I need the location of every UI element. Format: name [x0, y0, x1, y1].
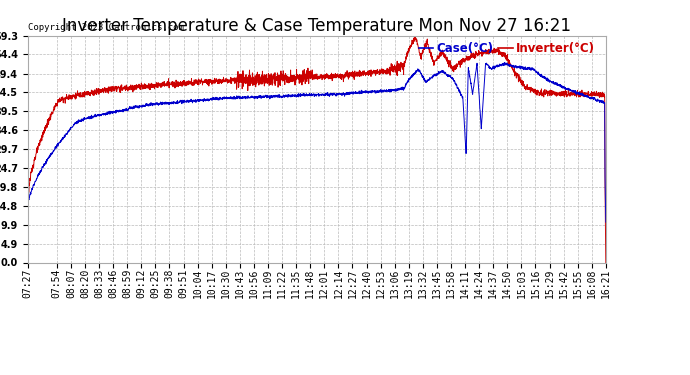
- Text: Copyright 2023 Cartronics.com: Copyright 2023 Cartronics.com: [28, 23, 184, 32]
- Title: Inverter Temperature & Case Temperature Mon Nov 27 16:21: Inverter Temperature & Case Temperature …: [62, 18, 571, 36]
- Legend: Case(°C), Inverter(°C): Case(°C), Inverter(°C): [414, 37, 600, 59]
